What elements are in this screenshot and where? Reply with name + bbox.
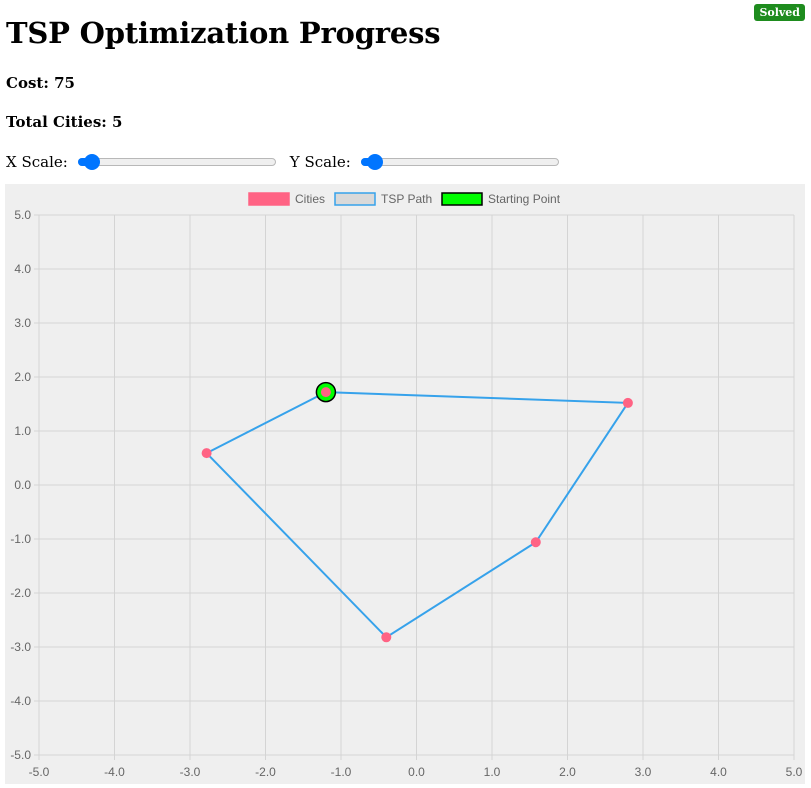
city-point xyxy=(320,387,331,398)
y-tick-label: 1.0 xyxy=(14,424,31,438)
tsp-path-line xyxy=(204,391,630,639)
legend-swatch-1 xyxy=(334,192,376,206)
y-tick-label: -4.0 xyxy=(10,694,31,708)
x-tick-label: 3.0 xyxy=(635,765,652,779)
chart-legend: Cities TSP Path Starting Point xyxy=(248,192,561,206)
page-title: TSP Optimization Progress xyxy=(6,16,441,50)
x-tick-label: 2.0 xyxy=(559,765,576,779)
x-scale-track xyxy=(77,158,276,166)
legend-label-1: TSP Path xyxy=(381,192,432,206)
x-tick-label: 4.0 xyxy=(710,765,727,779)
x-tick-label: 5.0 xyxy=(786,765,803,779)
y-tick-label: -1.0 xyxy=(10,532,31,546)
status-badge: Solved xyxy=(754,4,805,21)
x-tick-label: -2.0 xyxy=(255,765,276,779)
y-scale-label: Y Scale: xyxy=(289,153,351,171)
cities-layer xyxy=(201,381,633,643)
city-point xyxy=(530,537,541,548)
y-tick-label: 2.0 xyxy=(14,370,31,384)
x-tick-label: -3.0 xyxy=(180,765,201,779)
total-cities-text: Total Cities: 5 xyxy=(6,113,123,131)
x-axis-ticks: -5.0 -4.0 -3.0 -2.0 -1.0 0.0 1.0 2.0 3.0 4.0 5.0 xyxy=(29,765,803,779)
y-scale-thumb[interactable] xyxy=(366,154,383,170)
x-tick-label: -1.0 xyxy=(331,765,352,779)
x-tick-label: 1.0 xyxy=(484,765,501,779)
tsp-chart: Cities TSP Path Starting Point -5.0 -4.0 -3.… xyxy=(5,184,805,784)
legend-swatch-0 xyxy=(248,192,290,206)
y-tick-label: -5.0 xyxy=(10,748,31,762)
y-tick-label: 4.0 xyxy=(14,262,31,276)
x-scale-label: X Scale: xyxy=(6,153,68,171)
city-point xyxy=(622,397,633,408)
x-tick-label: 0.0 xyxy=(408,765,425,779)
y-tick-label: -2.0 xyxy=(10,586,31,600)
y-tick-label: 3.0 xyxy=(14,316,31,330)
city-point xyxy=(381,632,392,643)
city-point xyxy=(201,448,212,459)
tsp-path-layer xyxy=(204,391,630,639)
y-axis-ticks: 5.0 4.0 3.0 2.0 1.0 0.0 -1.0 -2.0 -3.0 -4.0 -5.0 xyxy=(10,208,31,762)
x-scale-slider[interactable] xyxy=(77,152,276,172)
x-tick-label: -5.0 xyxy=(29,765,50,779)
legend-swatch-2 xyxy=(441,192,483,206)
scale-controls: X Scale: Y Scale: xyxy=(6,152,573,172)
tsp-chart-svg: Cities TSP Path Starting Point -5.0 -4.0 -3.… xyxy=(10,192,803,779)
y-tick-label: 5.0 xyxy=(14,208,31,222)
chart-grid xyxy=(34,214,795,760)
x-scale-thumb[interactable] xyxy=(83,154,100,170)
y-tick-label: -3.0 xyxy=(10,640,31,654)
y-scale-slider[interactable] xyxy=(360,152,559,172)
legend-label-2: Starting Point xyxy=(488,192,561,206)
x-tick-label: -4.0 xyxy=(104,765,125,779)
legend-label-0: Cities xyxy=(295,192,325,206)
y-scale-track xyxy=(360,158,559,166)
y-tick-label: 0.0 xyxy=(14,478,31,492)
cost-text: Cost: 75 xyxy=(6,74,75,92)
